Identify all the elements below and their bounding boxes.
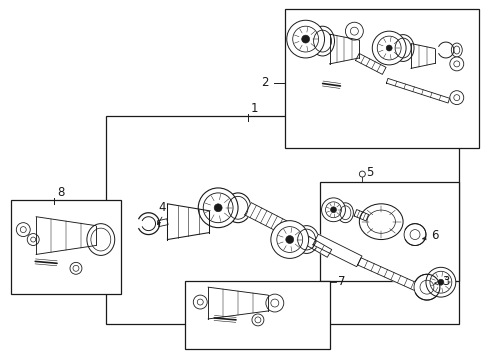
Polygon shape <box>158 219 168 226</box>
Text: 5: 5 <box>366 166 373 179</box>
Ellipse shape <box>27 234 39 246</box>
Polygon shape <box>244 203 287 234</box>
Ellipse shape <box>391 35 413 62</box>
Ellipse shape <box>285 235 293 243</box>
Text: 3: 3 <box>441 275 448 288</box>
Polygon shape <box>282 224 331 257</box>
Ellipse shape <box>345 22 363 40</box>
Ellipse shape <box>413 274 439 300</box>
Polygon shape <box>386 78 448 103</box>
Ellipse shape <box>214 204 222 212</box>
Ellipse shape <box>449 57 463 71</box>
Bar <box>105 116 458 324</box>
Ellipse shape <box>301 35 309 43</box>
Text: 2: 2 <box>261 76 268 89</box>
Text: 8: 8 <box>57 186 64 199</box>
Ellipse shape <box>16 223 30 237</box>
Ellipse shape <box>265 294 283 312</box>
Ellipse shape <box>270 221 308 258</box>
Polygon shape <box>312 234 361 267</box>
Polygon shape <box>357 258 420 292</box>
Bar <box>11 200 121 294</box>
Ellipse shape <box>321 198 345 222</box>
Ellipse shape <box>193 295 207 309</box>
Ellipse shape <box>359 204 402 239</box>
Ellipse shape <box>371 31 405 65</box>
Text: 7: 7 <box>338 275 345 288</box>
Ellipse shape <box>224 193 250 223</box>
Bar <box>284 9 478 148</box>
Polygon shape <box>353 210 368 221</box>
Ellipse shape <box>337 203 353 223</box>
Ellipse shape <box>330 207 336 213</box>
Ellipse shape <box>437 279 443 285</box>
Ellipse shape <box>403 224 425 246</box>
Ellipse shape <box>310 26 334 56</box>
Ellipse shape <box>294 226 318 253</box>
Text: 4: 4 <box>158 201 165 214</box>
Ellipse shape <box>386 45 391 51</box>
Ellipse shape <box>286 20 324 58</box>
Ellipse shape <box>198 188 238 228</box>
Bar <box>319 182 458 281</box>
Text: 6: 6 <box>430 229 438 242</box>
Bar <box>185 281 329 349</box>
Ellipse shape <box>449 91 463 105</box>
Ellipse shape <box>87 224 115 255</box>
Ellipse shape <box>70 262 82 274</box>
Polygon shape <box>355 53 385 75</box>
Ellipse shape <box>450 43 461 57</box>
Ellipse shape <box>425 267 455 297</box>
Text: 1: 1 <box>250 102 258 115</box>
Ellipse shape <box>251 314 264 326</box>
